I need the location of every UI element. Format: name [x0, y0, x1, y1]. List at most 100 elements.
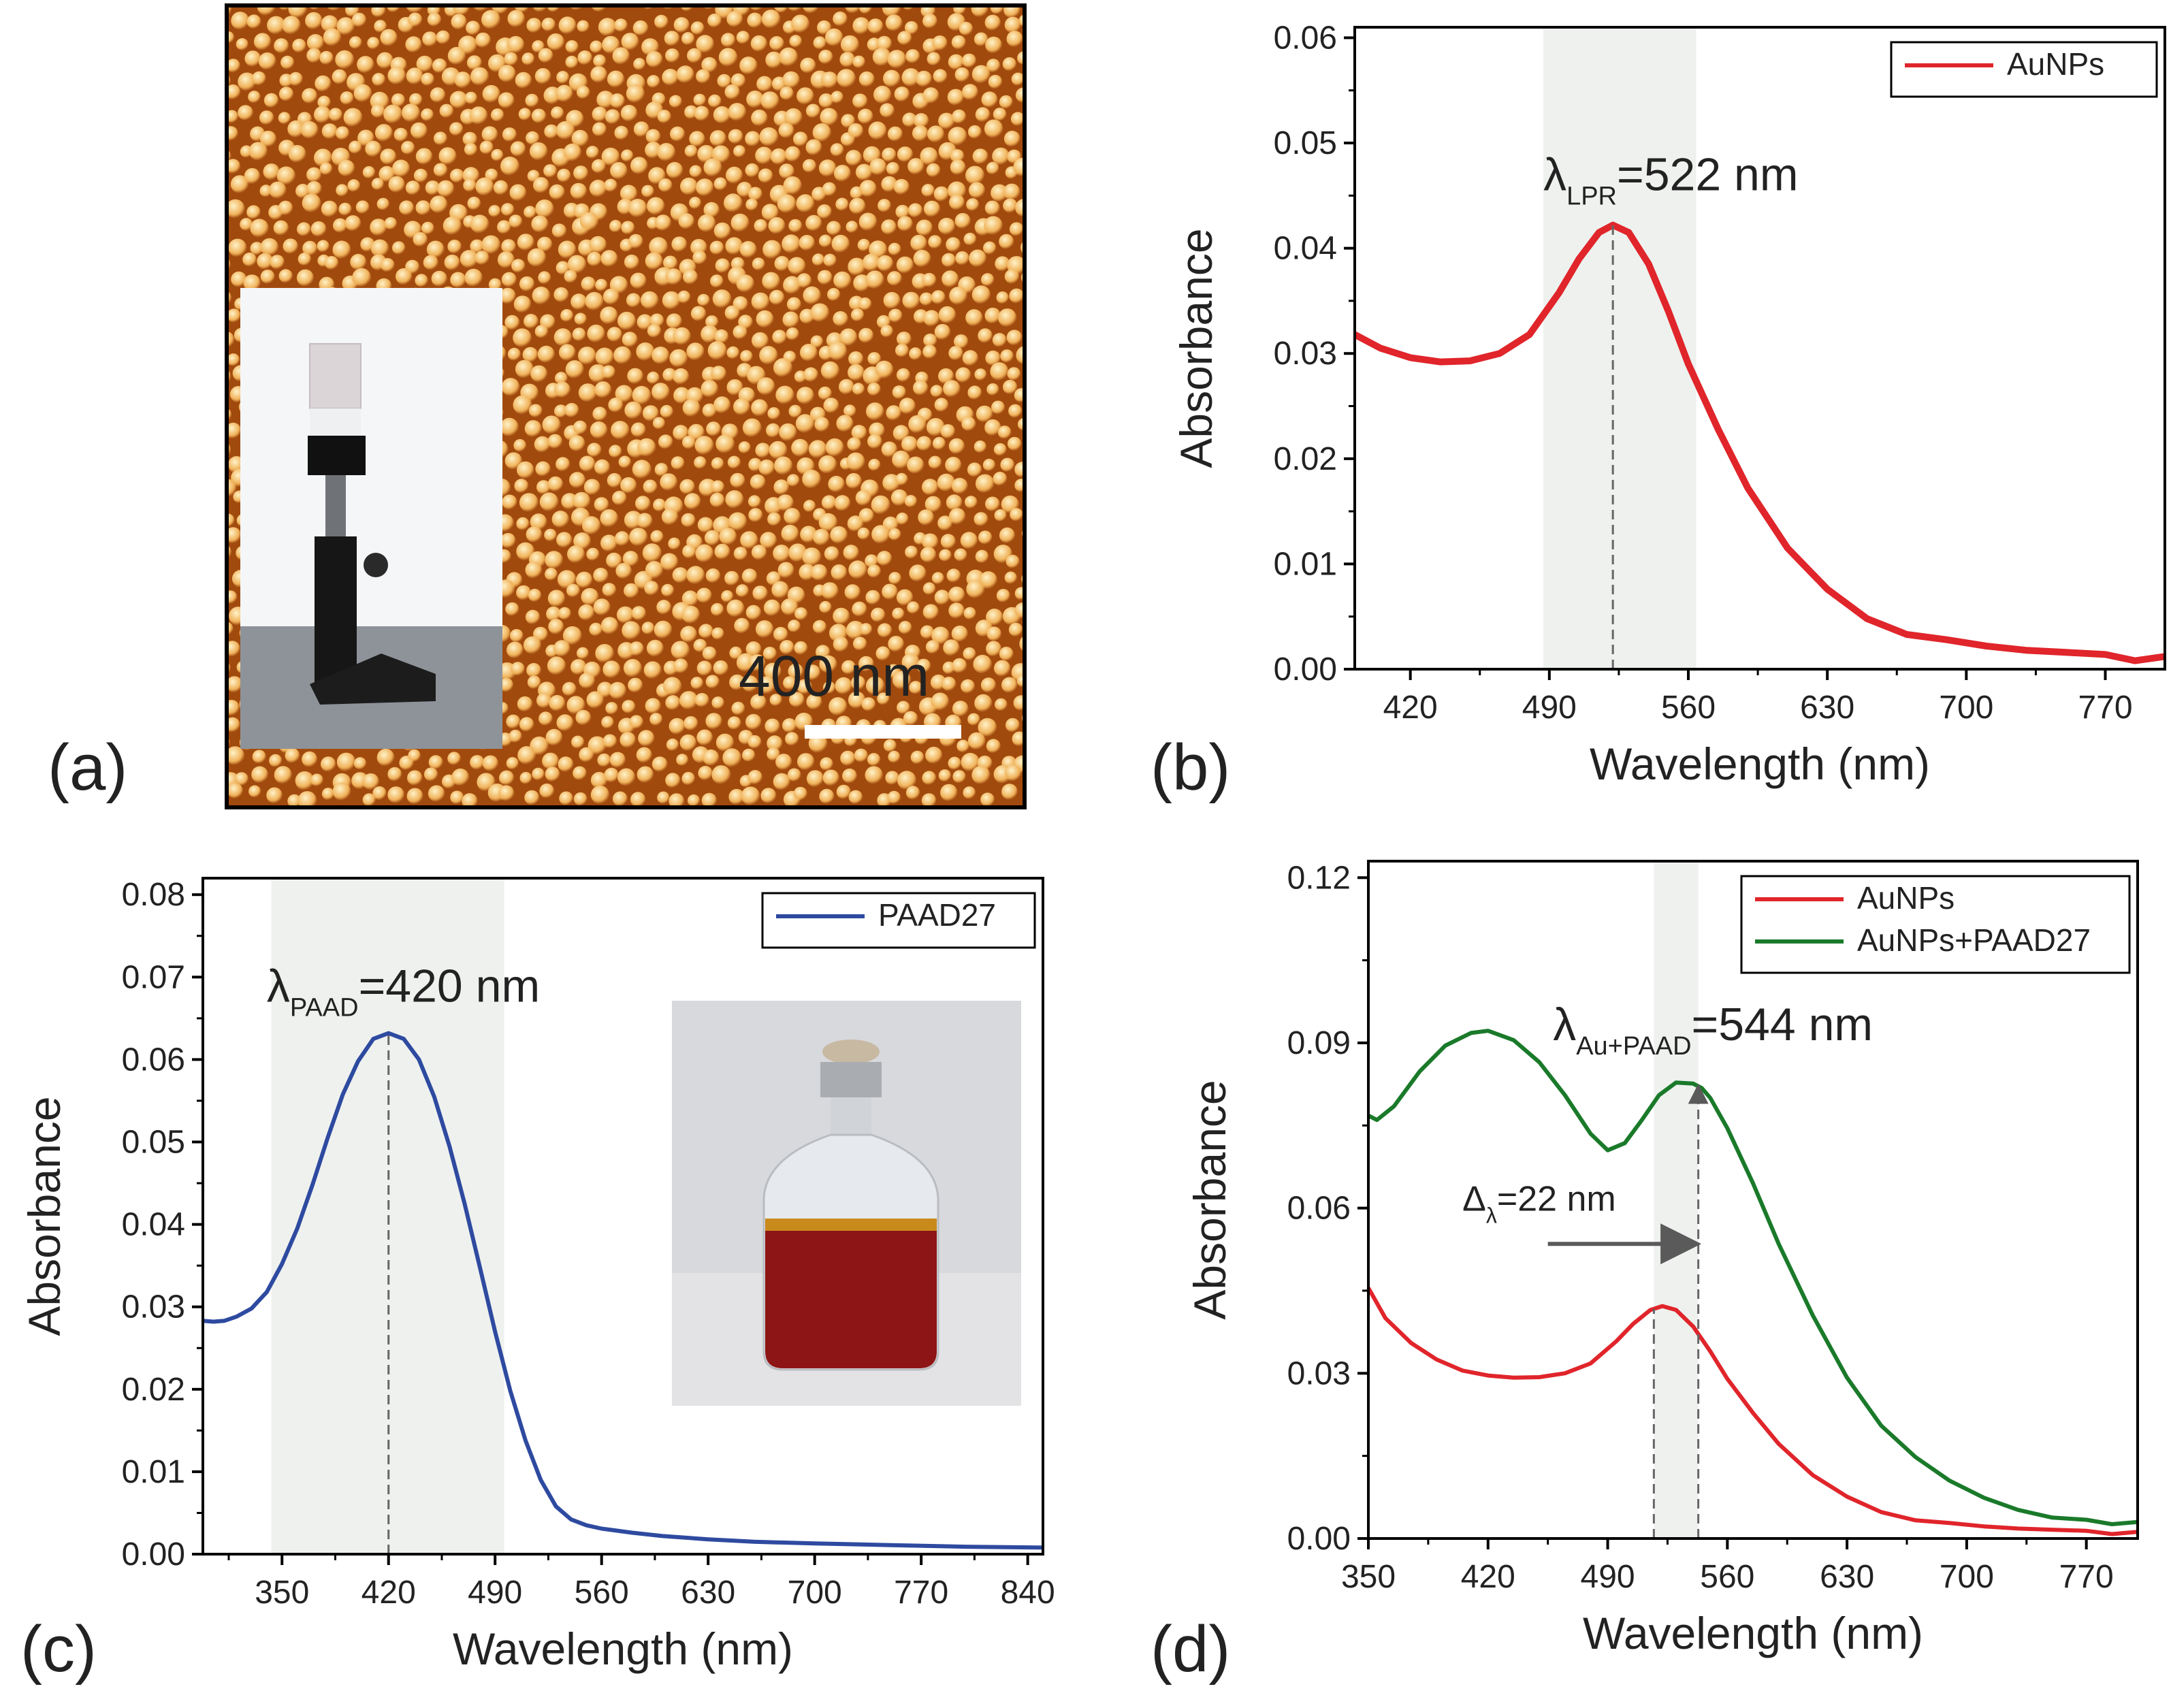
afm-particle [797, 753, 815, 771]
afm-particle [805, 214, 822, 231]
afm-particle [931, 626, 950, 645]
afm-particle [761, 10, 781, 29]
afm-particle [814, 417, 830, 432]
afm-particle [607, 70, 625, 88]
afm-particle [841, 660, 856, 675]
afm-particle [666, 738, 679, 752]
afm-particle [274, 766, 292, 784]
afm-particle [745, 131, 760, 147]
afm-particle [396, 268, 413, 285]
afm-particle [350, 253, 367, 270]
afm-particle [867, 753, 881, 767]
afm-particle [423, 767, 438, 782]
afm-particle [351, 12, 367, 27]
afm-particle [717, 74, 732, 88]
y-axis-label: Absorbance [19, 1096, 69, 1336]
x-tick-label: 490 [1522, 690, 1577, 726]
afm-particle [499, 287, 516, 304]
afm-particle [439, 103, 454, 118]
afm-particle [1009, 288, 1025, 304]
legend-box [1890, 41, 2158, 98]
afm-particle [689, 197, 702, 210]
afm-particle [901, 436, 918, 453]
afm-particle [669, 349, 688, 368]
afm-particle [973, 654, 992, 674]
afm-particle [288, 5, 308, 18]
afm-particle [871, 525, 890, 544]
afm-particle [421, 221, 434, 235]
afm-particle [475, 251, 489, 265]
afm-particle [571, 735, 585, 749]
afm-particle [784, 508, 801, 525]
afm-particle [365, 140, 382, 157]
afm-particle [558, 16, 577, 35]
afm-particle [848, 691, 866, 709]
afm-particle [701, 325, 719, 343]
afm-particle [1016, 346, 1025, 365]
afm-particle [652, 756, 668, 772]
afm-particle [914, 113, 929, 129]
afm-particle [321, 15, 338, 33]
afm-particle [244, 167, 261, 184]
afm-particle [549, 184, 565, 200]
y-tick-label: 0.02 [1274, 441, 1337, 477]
afm-particle [978, 328, 993, 343]
afm-particle [888, 572, 901, 585]
afm-particle [927, 125, 945, 143]
afm-particle [785, 732, 799, 746]
afm-particle [250, 242, 264, 255]
afm-particle [791, 14, 810, 33]
afm-particle [783, 276, 801, 295]
y-tick-label: 0.08 [122, 877, 185, 913]
afm-particle [946, 237, 961, 253]
afm-particle [782, 234, 801, 254]
afm-particle [1010, 508, 1023, 521]
afm-particle [504, 452, 523, 470]
afm-particle [852, 601, 867, 617]
afm-particle [662, 291, 681, 310]
vial-stopper [822, 1040, 880, 1064]
afm-particle [422, 31, 438, 47]
afm-particle [851, 308, 865, 322]
afm-particle [536, 692, 552, 709]
afm-particle [887, 271, 902, 286]
afm-particle [362, 793, 376, 807]
afm-particle [769, 694, 782, 707]
afm-particle [701, 57, 718, 74]
afm-particle [872, 48, 891, 67]
afm-particle [907, 456, 924, 474]
afm-particle [903, 711, 918, 726]
afm-particle [578, 383, 598, 402]
afm-particle [909, 564, 927, 582]
afm-particle [515, 359, 534, 378]
peak-annotation: λPAAD=420 nm [267, 961, 540, 1022]
afm-particle [338, 202, 352, 216]
afm-particle [733, 325, 747, 340]
peak-annotation-symbol: λ [267, 961, 290, 1012]
afm-particle [1015, 199, 1025, 217]
afm-particle [622, 332, 638, 348]
afm-particle [928, 235, 942, 249]
afm-particle [707, 341, 727, 360]
afm-particle [526, 526, 543, 543]
x-axis-label: Wavelength (nm) [453, 1624, 793, 1674]
afm-particle [979, 571, 997, 590]
afm-particle [1006, 31, 1023, 48]
afm-particle [773, 479, 790, 496]
afm-particle [799, 564, 816, 581]
afm-particle [516, 517, 530, 531]
y-tick-label: 0.05 [1274, 125, 1337, 161]
afm-particle [609, 681, 626, 700]
afm-particle [847, 515, 864, 532]
afm-particle [615, 562, 632, 579]
y-tick-label: 0.04 [1274, 231, 1337, 267]
afm-particle [594, 381, 612, 398]
afm-particle [467, 196, 481, 210]
afm-particle [482, 755, 499, 771]
afm-particle [910, 234, 927, 252]
afm-particle [1003, 198, 1018, 213]
afm-particle [534, 436, 551, 453]
afm-particle [788, 619, 801, 633]
afm-particle [818, 513, 838, 532]
afm-particle [519, 717, 534, 732]
